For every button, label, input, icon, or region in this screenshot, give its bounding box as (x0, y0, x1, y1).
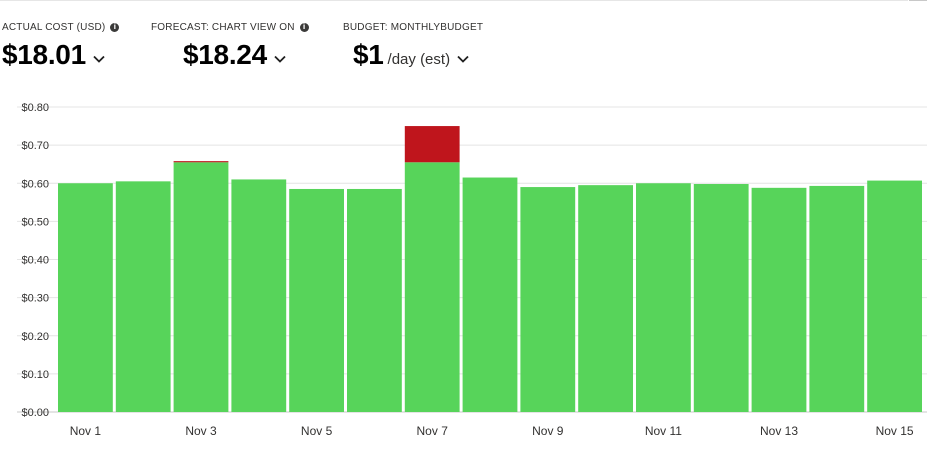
bar-under-budget[interactable] (809, 185, 865, 412)
y-tick-label: $0.50 (21, 216, 49, 228)
x-tick-label: Nov 7 (417, 424, 449, 438)
y-tick-label: $0.20 (21, 331, 49, 343)
bar-under-budget[interactable] (231, 179, 287, 412)
bar-under-budget[interactable] (636, 183, 691, 412)
budget-value: $1 (353, 39, 384, 70)
y-tick-label: $0.40 (21, 255, 49, 267)
bar-under-budget[interactable] (289, 188, 344, 412)
info-icon[interactable]: i (299, 23, 309, 32)
x-tick-label: Nov 3 (185, 424, 217, 438)
bar-under-budget[interactable] (520, 187, 576, 412)
y-tick-label: $0.00 (21, 407, 49, 419)
bar-under-budget[interactable] (347, 188, 402, 412)
budget-kpi: BUDGET: MONTHLYBUDGET $1 /day (est) (343, 22, 483, 71)
x-tick-label: Nov 9 (532, 424, 564, 438)
bar-under-budget[interactable] (173, 162, 229, 412)
bar-over-budget[interactable] (173, 161, 229, 163)
forecast-dropdown[interactable]: $18.24 (183, 39, 309, 71)
chevron-down-icon (92, 52, 106, 66)
x-tick-label: Nov 1 (70, 424, 102, 438)
top-divider-accent (909, 0, 927, 1)
bar-under-budget[interactable] (578, 185, 633, 412)
bar-under-budget[interactable] (115, 181, 171, 412)
y-tick-label: $0.70 (21, 140, 49, 152)
actual-cost-dropdown[interactable]: $18.01 (2, 39, 119, 71)
budget-unit: /day (est) (387, 51, 451, 68)
forecast-value: $18.24 (183, 39, 267, 70)
chevron-down-icon (456, 52, 470, 66)
x-tick-label: Nov 11 (645, 424, 682, 438)
actual-cost-label: ACTUAL COST (USD) (2, 22, 106, 33)
y-tick-label: $0.30 (21, 293, 49, 305)
forecast-label: FORECAST: CHART VIEW ON (151, 22, 295, 33)
bar-under-budget[interactable] (404, 162, 460, 412)
y-tick-label: $0.80 (21, 102, 49, 114)
daily-cost-bar-chart: $0.00 $0.10 $0.20 $0.30 $0.40 $0.50 $0.60 $0.70… (17, 102, 927, 438)
budget-dropdown[interactable]: $1 /day (est) (353, 39, 483, 71)
y-tick-label: $0.10 (21, 369, 49, 381)
x-tick-label: Nov 13 (760, 424, 798, 438)
bar-under-budget[interactable] (58, 183, 113, 412)
bar-under-budget[interactable] (462, 177, 518, 412)
bar-under-budget[interactable] (693, 184, 749, 412)
budget-label: BUDGET: MONTHLYBUDGET (343, 22, 484, 33)
actual-cost-value: $18.01 (2, 39, 86, 70)
bar-under-budget[interactable] (867, 180, 922, 412)
forecast-kpi: FORECAST: CHART VIEW ON i $18.24 (151, 22, 309, 71)
info-icon[interactable]: i (110, 23, 120, 32)
bar-under-budget[interactable] (751, 187, 807, 412)
chevron-down-icon (273, 52, 287, 66)
top-divider (0, 0, 908, 1)
y-tick-label: $0.60 (21, 178, 49, 190)
bar-over-budget[interactable] (404, 126, 460, 163)
x-tick-label: Nov 5 (301, 424, 333, 438)
x-tick-label: Nov 15 (876, 424, 914, 438)
actual-cost-kpi: ACTUAL COST (USD) i $18.01 (2, 22, 120, 71)
